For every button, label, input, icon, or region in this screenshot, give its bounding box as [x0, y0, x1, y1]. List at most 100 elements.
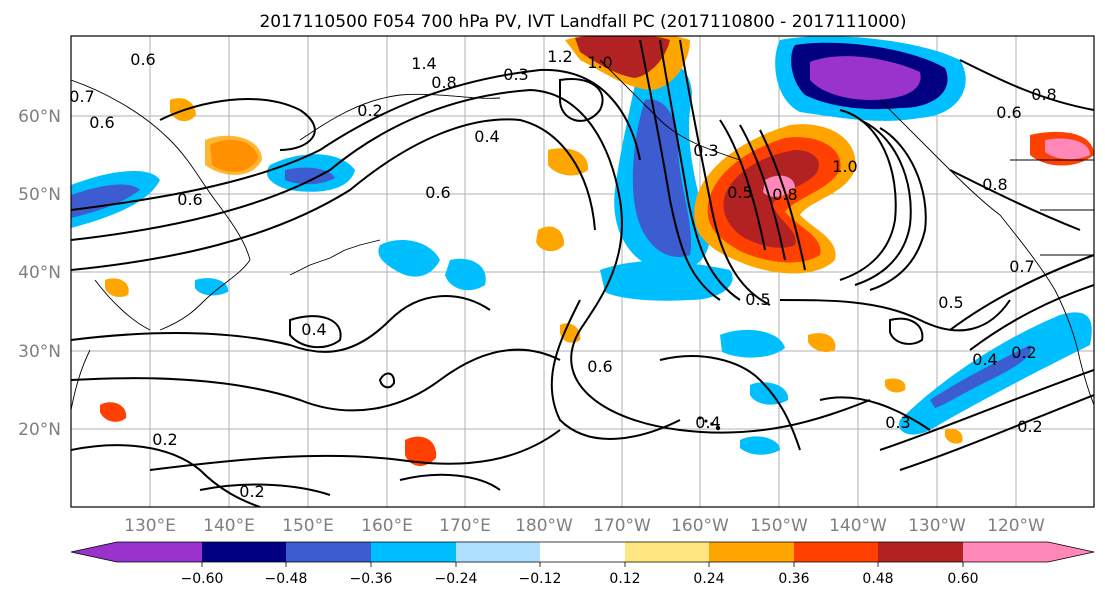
contour-label: 0.6 [89, 113, 114, 132]
colorbar-segment [371, 542, 456, 562]
map-title: 2017110500 F054 700 hPa PV, IVT Landfall… [259, 12, 906, 32]
lon-label: 150°W [750, 516, 808, 536]
shade-hawaii-blob2 [750, 382, 789, 405]
contour-label: 0.2 [1017, 417, 1042, 436]
map-frame [70, 35, 1095, 508]
lon-label: 170°W [593, 516, 651, 536]
contour-label: 1.4 [411, 54, 436, 73]
colorbar-tick-label: 0.12 [609, 571, 640, 587]
contour-label: 0.7 [1009, 257, 1034, 276]
colorbar-tick-label: −0.48 [265, 571, 308, 587]
lon-label: 140°W [829, 516, 887, 536]
shade-gulf-warm-core [723, 150, 819, 248]
shade-misc-orange4 [945, 428, 963, 444]
colorbar-segment [878, 542, 963, 562]
lat-label: 40°N [18, 263, 61, 283]
shade-subtrop-band-core [930, 345, 1031, 408]
lat-label: 50°N [18, 185, 61, 205]
lon-label: 130°W [908, 516, 966, 536]
colorbar-segment [963, 542, 1094, 562]
contour-label: 0.6 [177, 190, 202, 209]
contour-label: 0.8 [772, 185, 797, 204]
shade-east-pink-core [1045, 138, 1090, 160]
colorbar-tick-label: −0.24 [435, 571, 478, 587]
shade-midpac-blob [378, 240, 440, 277]
lon-label: 160°E [361, 516, 413, 536]
contour-label: 1.0 [587, 53, 612, 72]
contour-label: 0.8 [431, 73, 456, 92]
shade-midpac-blob2 [445, 258, 486, 291]
contour-label: 0.2 [152, 430, 177, 449]
contour-label: 0.5 [938, 293, 963, 312]
shade-tropic-red [405, 436, 437, 466]
colorbar-tick-label: −0.60 [181, 571, 224, 587]
shade-gulf-light [600, 261, 733, 301]
contour-label: 1.0 [832, 157, 857, 176]
shade-misc-orange3 [885, 378, 906, 393]
contour-label: 0.5 [727, 183, 752, 202]
lon-label: 170°E [439, 516, 491, 536]
lat-label: 20°N [18, 420, 61, 440]
contour-label: 0.6 [425, 183, 450, 202]
contour-label: 0.6 [130, 50, 155, 69]
shade-west-stripe-core [71, 184, 140, 218]
colorbar-segment [540, 542, 625, 562]
contour-label: 0.8 [1031, 85, 1056, 104]
colorbar-segment [794, 542, 878, 562]
colorbar-tick-label: −0.12 [519, 571, 562, 587]
lat-label: 30°N [18, 342, 61, 362]
shade-misc-orange5 [105, 278, 129, 298]
colorbar-segment [709, 542, 794, 562]
contour-label: 1.2 [547, 47, 572, 66]
lon-label: 130°E [124, 516, 176, 536]
lon-label: 180°W [515, 516, 573, 536]
contour-label: 0.4 [972, 350, 997, 369]
latitude-labels: 60°N 50°N 40°N 30°N 20°N [18, 107, 61, 440]
contour-label: 0.7 [69, 87, 94, 106]
coastlines [71, 59, 1094, 411]
colorbar-tick-label: 0.24 [693, 571, 724, 587]
colorbar-tick-label: 0.60 [947, 571, 978, 587]
contour-label: 0.2 [1011, 343, 1036, 362]
contour-label: 0.4 [474, 127, 499, 146]
contour-lines [71, 39, 1094, 507]
lat-label: 60°N [18, 107, 61, 127]
shade-gulf-warm-peak [763, 175, 795, 197]
contour-label: 0.3 [503, 65, 528, 84]
lon-label: 160°W [671, 516, 729, 536]
contour-label: 0.6 [996, 103, 1021, 122]
contour-label: 0.3 [693, 141, 718, 160]
contour-label: 0.4 [695, 413, 720, 432]
colorbar-tick-label: 0.36 [778, 571, 809, 587]
negative-anomaly-shading [71, 36, 1092, 455]
shade-tropic-orange [100, 402, 127, 422]
colorbar-segment [625, 542, 709, 562]
colorbar-tick-label: −0.36 [350, 571, 393, 587]
colorbar-segment [71, 542, 202, 562]
longitude-labels: 130°E 140°E 150°E 160°E 170°E 180°W 170°… [124, 516, 1045, 536]
contour-label: 0.5 [745, 290, 770, 309]
colorbar: −0.60 −0.48 −0.36 −0.24 −0.12 0.12 0.24 … [70, 541, 1095, 587]
lon-label: 140°E [203, 516, 255, 536]
contour-labels: 0.6 0.6 0.7 1.4 0.8 0.3 1.2 1.0 0.2 0.4 … [69, 47, 1056, 501]
shade-misc-orange2 [808, 333, 836, 353]
shade-aleutian-purple [810, 56, 921, 100]
positive-anomaly-shading [100, 36, 1094, 466]
colorbar-tick-label: 0.48 [862, 571, 893, 587]
contour-label: 0.3 [885, 413, 910, 432]
hawaii-islands [698, 416, 721, 431]
colorbar-segment [286, 542, 371, 562]
shade-kamchatka-core [285, 167, 335, 185]
map-content [71, 36, 1094, 507]
shade-japan-blob [195, 278, 229, 296]
shade-tropic-blob [740, 436, 780, 455]
shade-west-warm-outer [205, 135, 262, 175]
shade-hawaii-blob [720, 329, 785, 358]
contour-label: 0.2 [357, 101, 382, 120]
colorbar-segment [202, 542, 286, 562]
contour-label: 0.4 [301, 320, 326, 339]
contour-label: 0.2 [239, 482, 264, 501]
contour-label: 0.6 [587, 357, 612, 376]
lon-label: 120°W [987, 516, 1045, 536]
